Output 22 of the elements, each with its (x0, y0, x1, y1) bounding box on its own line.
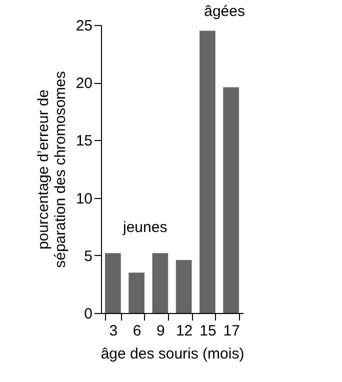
x-axis-title: âge des souris (mois) (100, 346, 244, 362)
x-tick-label: 6 (132, 322, 142, 340)
y-tick-label: 15 (76, 132, 92, 150)
y-tick-label: 25 (76, 18, 92, 34)
x-tick-label: 3 (109, 322, 118, 340)
bar (128, 272, 144, 313)
bar (223, 87, 239, 313)
x-tick-label: 9 (156, 322, 165, 340)
annotation: jeunes (122, 219, 168, 236)
y-axis-title: pourcentage d’erreur de séparation des chromosomes (34, 71, 69, 268)
x-tick-label: 15 (200, 322, 216, 340)
y-tick-label: 5 (84, 248, 92, 265)
text: âgées (204, 3, 245, 20)
bar (105, 253, 121, 313)
bar (152, 253, 168, 313)
y-tick-label: 0 (84, 306, 92, 322)
bar (200, 30, 216, 313)
y-tick-label: 10 (76, 190, 92, 208)
y-tick-label: 20 (76, 75, 92, 92)
bar (176, 260, 192, 313)
x-tick-label: 17 (223, 322, 240, 340)
x-tick-label: 12 (176, 322, 193, 340)
